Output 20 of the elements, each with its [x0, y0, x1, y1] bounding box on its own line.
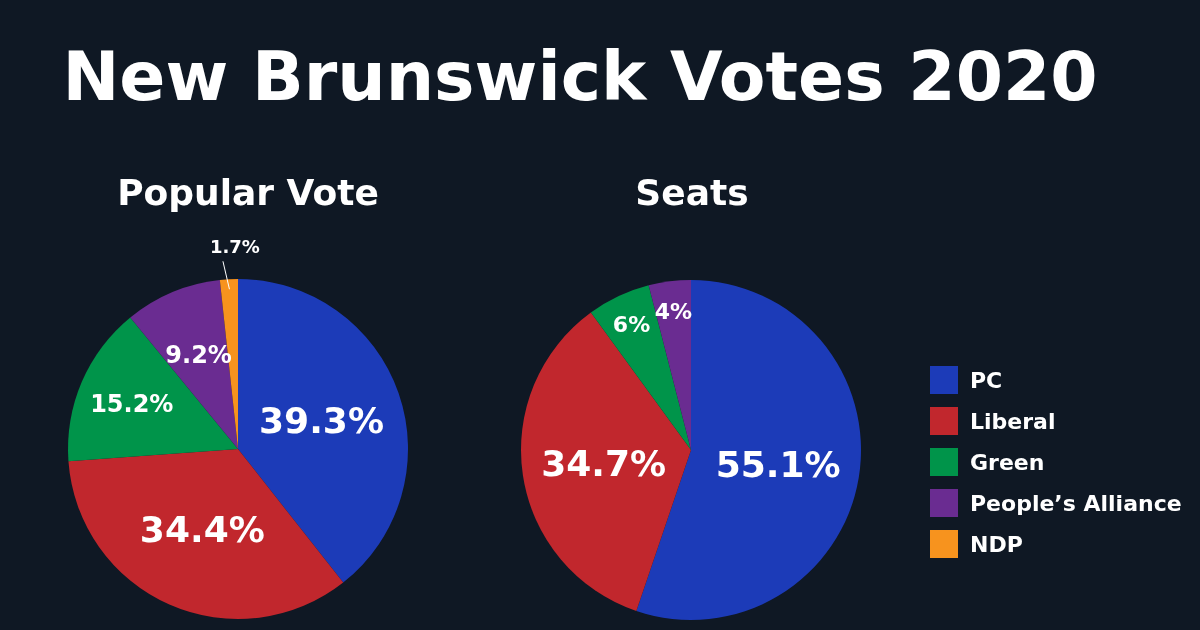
chart-title: New Brunswick Votes 2020 [62, 37, 1098, 116]
legend-label: Green [970, 449, 1045, 475]
data-label: 55.1% [715, 444, 841, 486]
data-label: 39.3% [259, 399, 384, 441]
data-label: 4% [654, 299, 693, 325]
data-label: 34.7% [541, 442, 667, 484]
data-label: 1.7% [209, 236, 260, 258]
data-label: 6% [612, 311, 651, 337]
legend-label: PC [970, 367, 1003, 393]
chart-subtitle: Popular Vote [117, 172, 379, 213]
chart-title: Seats [635, 172, 749, 213]
legend-label: People’s Alliance [970, 490, 1182, 516]
legend-label: Liberal [970, 408, 1056, 434]
pie-slice [68, 317, 238, 462]
data-label: 34.4% [139, 509, 265, 551]
pie-slice [590, 285, 691, 450]
data-label: 15.2% [90, 389, 174, 418]
pie-slice [648, 280, 691, 450]
legend-label: NDP [970, 531, 1023, 557]
pie-slice [68, 449, 344, 619]
